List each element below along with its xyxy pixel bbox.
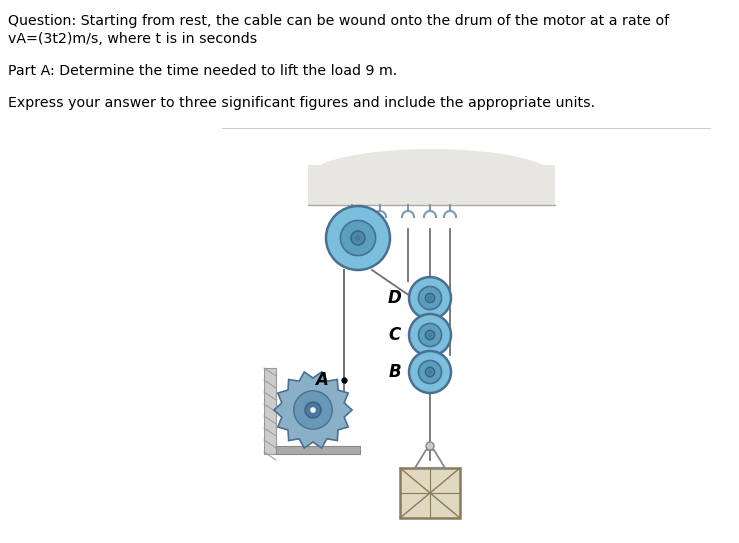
Text: Part A: Determine the time needed to lift the load 9 m.: Part A: Determine the time needed to lif… (8, 64, 398, 78)
Circle shape (355, 236, 361, 241)
Circle shape (426, 368, 435, 377)
Bar (276, 446, 360, 454)
Text: B: B (389, 363, 401, 381)
Circle shape (326, 206, 390, 270)
Circle shape (305, 402, 321, 418)
Circle shape (409, 277, 451, 319)
Bar (400, 468, 460, 518)
Circle shape (429, 296, 432, 300)
Text: Question: Starting from rest, the cable can be wound onto the drum of the motor : Question: Starting from rest, the cable … (8, 14, 669, 28)
Text: Express your answer to three significant figures and include the appropriate uni: Express your answer to three significant… (8, 96, 595, 110)
Ellipse shape (308, 149, 555, 205)
Circle shape (426, 330, 435, 339)
Circle shape (426, 442, 434, 450)
Bar (308, 165, 555, 205)
Circle shape (351, 231, 365, 245)
Circle shape (426, 293, 435, 302)
Circle shape (294, 391, 333, 429)
Polygon shape (274, 372, 352, 448)
Bar (264, 368, 276, 454)
Circle shape (418, 287, 441, 310)
Text: A: A (316, 371, 328, 389)
Circle shape (429, 333, 432, 337)
Circle shape (418, 324, 441, 346)
Text: vA=(3t2)m/s, where t is in seconds: vA=(3t2)m/s, where t is in seconds (8, 32, 257, 46)
Circle shape (310, 407, 316, 413)
Circle shape (418, 361, 441, 383)
Circle shape (409, 351, 451, 393)
Text: C: C (389, 326, 401, 344)
Circle shape (409, 314, 451, 356)
Circle shape (429, 370, 432, 374)
Text: D: D (387, 289, 401, 307)
Circle shape (341, 220, 375, 256)
